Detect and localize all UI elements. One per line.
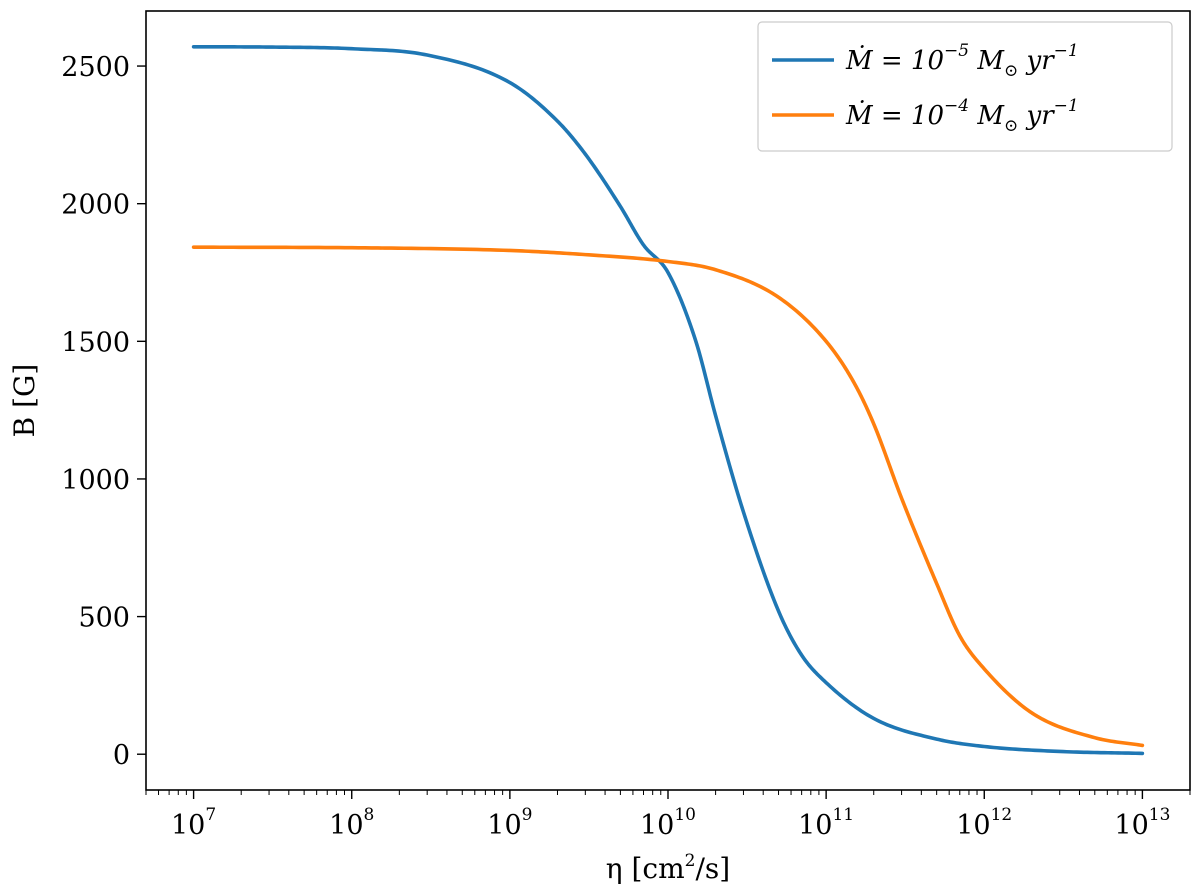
y-tick-label: 1500 [61,327,130,358]
y-tick-label: 1000 [61,465,130,496]
series-line-1 [191,245,1145,748]
y-tick-label: 2500 [61,52,130,83]
x-axis-label-sup: 2 [685,851,696,871]
y-tick-label: 500 [78,603,130,634]
legend-label-1: Ṁ = 10−4 M⊙ yr−1 [845,96,1079,136]
series-line-0 [191,44,1145,756]
x-axis: 107 108 109 1010 1011 1012 1013 [145,790,1191,841]
y-tick-label: 0 [113,740,130,771]
y-axis-label: B [G] [8,364,41,438]
x-tick-label: 108 [329,805,374,841]
y-axis: 0 500 1000 1500 2000 2500 [61,52,146,771]
x-tick-label: 1012 [956,805,1012,841]
series-layer [191,44,1145,756]
legend-box [757,21,1173,152]
x-axis-label: η [cm2/s] [606,851,730,885]
x-axis-label-rest: /s] [695,852,730,885]
x-tick-label: 109 [487,805,532,841]
y-tick-label: 2000 [61,190,130,221]
x-tick-label: 107 [171,805,216,841]
x-tick-label: 1011 [798,805,854,841]
legend: Ṁ = 10−5 M⊙ yr−1 Ṁ = 10−4 M⊙ yr−1 [757,21,1173,152]
x-tick-label: 1013 [1114,805,1170,841]
x-axis-label-main: η [cm [606,852,685,885]
legend-label-0: Ṁ = 10−5 M⊙ yr−1 [845,41,1079,81]
x-tick-label: 1010 [640,805,696,841]
